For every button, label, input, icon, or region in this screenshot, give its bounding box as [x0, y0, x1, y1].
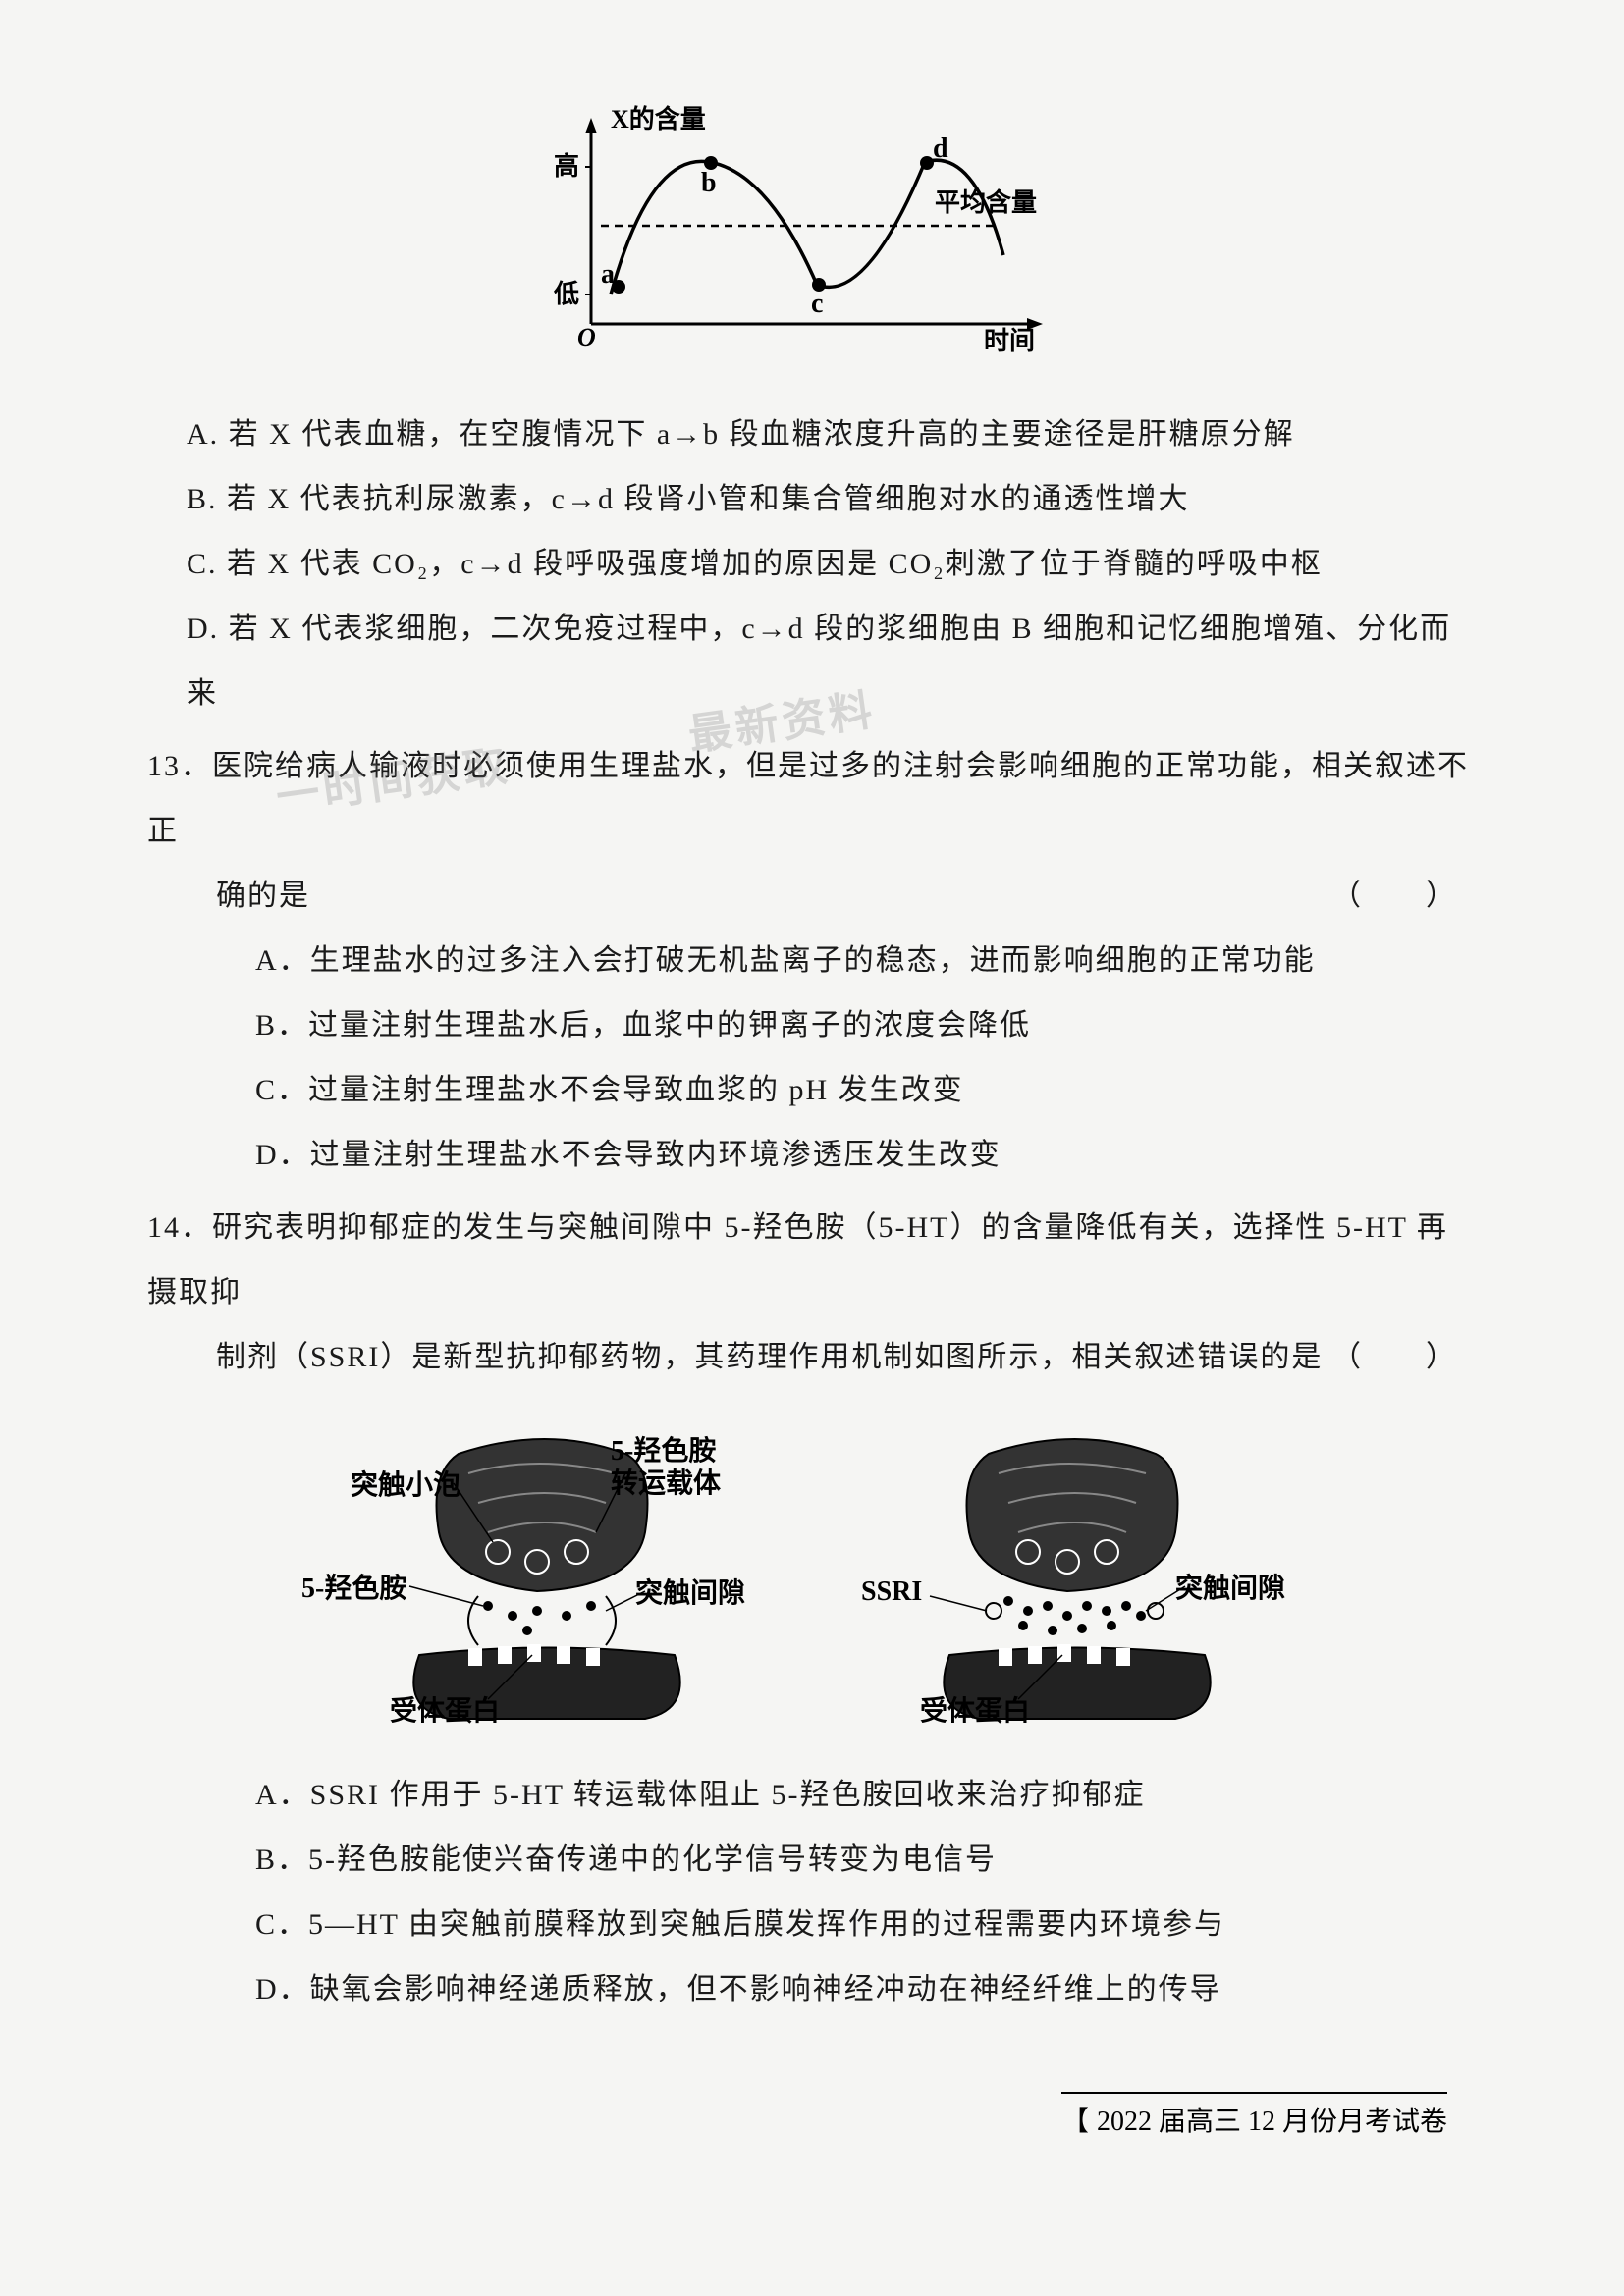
- q13-stem1-text: 医院给病人输液时必须使用生理盐水，但是过多的注射会影响细胞的正常功能，相关叙述不…: [147, 750, 1469, 847]
- label-receptor-left: 受体蛋白: [390, 1689, 500, 1729]
- synapse-diagrams: 突触小泡 5-羟色胺 5-羟色胺 转运载体 突触间隙 受体蛋白: [147, 1415, 1477, 1729]
- synapse-right: SSRI 突触间隙 受体蛋白: [871, 1415, 1283, 1729]
- q12-option-c: C. 若 X 代表 CO₂，c→d 段呼吸强度增加的原因是 CO₂刺激了位于脊髓…: [187, 532, 1477, 597]
- label-ssri: SSRI: [861, 1576, 922, 1608]
- q13-option-d: D．过量注射生理盐水不会导致内环境渗透压发生改变: [187, 1123, 1477, 1188]
- page-footer: 2022 届高三 12 月份月考试卷: [1061, 2092, 1447, 2139]
- label-gap-left: 突触间隙: [635, 1572, 745, 1611]
- label-gap-right: 突触间隙: [1175, 1567, 1285, 1606]
- q13-paren: （ ）: [1331, 864, 1457, 929]
- label-vesicle: 突触小泡: [351, 1464, 460, 1503]
- q14-stem2: 制剂（SSRI）是新型抗抑郁药物，其药理作用机制如图所示，相关叙述错误的是（ ）: [147, 1325, 1477, 1390]
- q13-stem2-text: 确的是: [216, 880, 310, 912]
- q13: 13．医院给病人输液时必须使用生理盐水，但是过多的注射会影响细胞的正常功能，相关…: [147, 734, 1477, 1188]
- label-serotonin: 5-羟色胺: [301, 1567, 406, 1606]
- q14-stem1-text: 研究表明抑郁症的发生与突触间隙中 5-羟色胺（5-HT）的含量降低有关，选择性 …: [147, 1211, 1448, 1308]
- x-content-chart: 高 低 O X的含量 时间 平均含量 a b c d: [542, 98, 1082, 373]
- q13-stem2: 确的是 （ ）: [147, 864, 1477, 929]
- q13-stem1: 13．医院给病人输液时必须使用生理盐水，但是过多的注射会影响细胞的正常功能，相关…: [147, 734, 1477, 864]
- q14-stem1: 14．研究表明抑郁症的发生与突触间隙中 5-羟色胺（5-HT）的含量降低有关，选…: [147, 1196, 1477, 1325]
- q14-paren: （ ）: [1331, 1325, 1457, 1390]
- point-a: a: [601, 259, 615, 290]
- q12-options: A. 若 X 代表血糖，在空腹情况下 a→b 段血糖浓度升高的主要途径是肝糖原分…: [147, 402, 1477, 726]
- q12-option-a: A. 若 X 代表血糖，在空腹情况下 a→b 段血糖浓度升高的主要途径是肝糖原分…: [187, 402, 1477, 467]
- q13-option-a: A．生理盐水的过多注入会打破无机盐离子的稳态，进而影响细胞的正常功能: [187, 929, 1477, 993]
- q14-stem2-text: 制剂（SSRI）是新型抗抑郁药物，其药理作用机制如图所示，相关叙述错误的是: [216, 1341, 1323, 1373]
- y-low-label: 低: [553, 280, 579, 308]
- q14-option-a: A．SSRI 作用于 5-HT 转运载体阻止 5-羟色胺回收来治疗抑郁症: [187, 1763, 1477, 1828]
- q14-number: 14．: [147, 1211, 212, 1244]
- q14: 14．研究表明抑郁症的发生与突触间隙中 5-羟色胺（5-HT）的含量降低有关，选…: [147, 1196, 1477, 2022]
- chart-svg: 高 低 O X的含量 时间 平均含量 a b c d: [542, 98, 1082, 373]
- q12-option-d: D. 若 X 代表浆细胞，二次免疫过程中，c→d 段的浆细胞由 B 细胞和记忆细…: [187, 597, 1477, 726]
- x-axis-label: 时间: [984, 327, 1035, 355]
- q14-option-b: B．5-羟色胺能使兴奋传递中的化学信号转变为电信号: [187, 1828, 1477, 1893]
- point-d: d: [933, 133, 948, 164]
- point-b: b: [701, 168, 717, 198]
- y-high-label: 高: [554, 151, 579, 181]
- q12-option-b: B. 若 X 代表抗利尿激素，c→d 段肾小管和集合管细胞对水的通透性增大: [187, 467, 1477, 532]
- origin-label: O: [577, 323, 596, 351]
- label-transporter2: 转运载体: [611, 1462, 721, 1501]
- q13-option-b: B．过量注射生理盐水后，血浆中的钾离子的浓度会降低: [187, 993, 1477, 1058]
- label-receptor-right: 受体蛋白: [920, 1689, 1030, 1729]
- q13-option-c: C．过量注射生理盐水不会导致血浆的 pH 发生改变: [187, 1058, 1477, 1123]
- point-c: c: [811, 289, 823, 319]
- q14-option-d: D．缺氧会影响神经递质释放，但不影响神经冲动在神经纤维上的传导: [187, 1957, 1477, 2022]
- q14-option-c: C．5—HT 由突触前膜释放到突触后膜发挥作用的过程需要内环境参与: [187, 1893, 1477, 1957]
- y-axis-label: X的含量: [611, 104, 706, 133]
- q13-number: 13．: [147, 750, 212, 782]
- synapse-left: 突触小泡 5-羟色胺 5-羟色胺 转运载体 突触间隙 受体蛋白: [341, 1415, 753, 1729]
